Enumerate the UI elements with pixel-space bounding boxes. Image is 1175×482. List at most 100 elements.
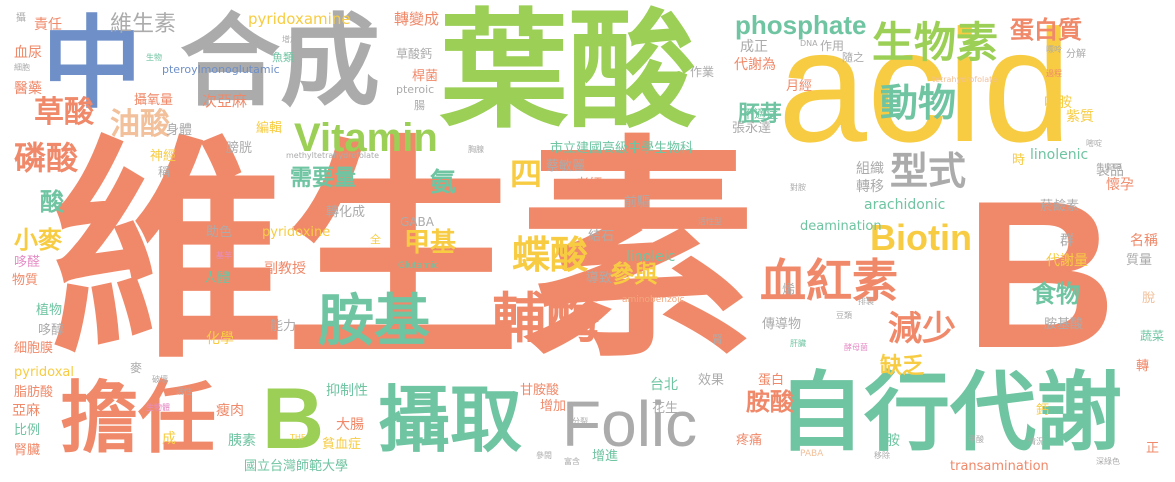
word: 轉變成 bbox=[394, 10, 440, 28]
word: 群 bbox=[1060, 233, 1074, 249]
word: deamination bbox=[800, 219, 882, 234]
word: arachidonic bbox=[864, 197, 946, 213]
word: 生物 bbox=[146, 53, 162, 62]
word: 基羊 bbox=[216, 251, 232, 260]
word: 物質 bbox=[12, 273, 39, 288]
word: 製品 bbox=[1096, 163, 1124, 179]
word: aminobenzoic bbox=[622, 295, 685, 305]
word: 富含 bbox=[564, 457, 580, 466]
word: 型式 bbox=[890, 149, 967, 193]
word: 血紅素 bbox=[760, 254, 898, 308]
word: 哆醇 bbox=[38, 323, 65, 338]
word: 正 bbox=[1146, 441, 1160, 456]
word: transamination bbox=[950, 459, 1049, 474]
word: 腎臟 bbox=[14, 443, 41, 458]
word: 化學 bbox=[206, 331, 234, 347]
word: 蛋白質 bbox=[1010, 16, 1082, 44]
word: 生物素 bbox=[872, 18, 999, 67]
word: 身體 bbox=[166, 123, 193, 138]
word: 中 bbox=[42, 5, 142, 122]
word: 參與 bbox=[610, 260, 658, 288]
word: 食物 bbox=[1032, 280, 1080, 308]
word: Glutamic bbox=[398, 261, 439, 271]
word: 酵母菌 bbox=[844, 343, 868, 352]
word: 市立建國高級中學生物科 bbox=[550, 141, 694, 156]
word: 鈣 bbox=[1036, 403, 1050, 418]
word: 腸 bbox=[414, 99, 425, 112]
word: Vitamin bbox=[294, 116, 438, 160]
word: 國立台灣師範大學 bbox=[244, 459, 349, 474]
word: 腎 bbox=[712, 333, 723, 346]
word: 大腸 bbox=[336, 417, 364, 433]
word: 名稱 bbox=[1130, 233, 1158, 249]
word: 胺基 bbox=[318, 289, 430, 354]
word: 比例 bbox=[14, 423, 41, 438]
word: 葉酸 bbox=[440, 0, 697, 146]
word: 攝 bbox=[16, 13, 26, 24]
word: 破壞 bbox=[152, 375, 168, 384]
word: 單麩胺酸 bbox=[674, 183, 723, 197]
word: 酸 bbox=[40, 188, 64, 216]
word: 排製 bbox=[858, 297, 874, 306]
word: 維生素 bbox=[50, 117, 755, 390]
word: 副教授 bbox=[264, 261, 306, 277]
word: tetrahydrofolate bbox=[932, 75, 998, 84]
word: 代謝量 bbox=[1046, 253, 1088, 269]
word: 膀胱 bbox=[226, 141, 253, 156]
word: 烯 bbox=[782, 283, 796, 298]
word: 作用 bbox=[820, 39, 845, 53]
word: 編輯 bbox=[256, 121, 283, 136]
word: PABA bbox=[800, 449, 824, 459]
word: 轉 bbox=[1136, 359, 1150, 374]
word: 組織 bbox=[856, 161, 884, 177]
word: 攝氧量 bbox=[134, 93, 174, 108]
word: 肝臟 bbox=[790, 339, 806, 348]
word: 增加 bbox=[282, 35, 298, 44]
word: 維生素 bbox=[110, 12, 177, 37]
word: 紫質 bbox=[1066, 109, 1094, 125]
word: pyridoxal bbox=[14, 365, 74, 380]
word: 蔡敏麗 bbox=[546, 159, 586, 174]
word: 胺 bbox=[886, 433, 900, 449]
word: 生物體 bbox=[146, 403, 170, 412]
word: 豆類 bbox=[836, 311, 852, 320]
word: 蝶酸 bbox=[512, 233, 589, 277]
word: 移除 bbox=[874, 451, 890, 460]
word: Folic bbox=[562, 388, 698, 460]
word: pteroic bbox=[396, 83, 435, 96]
word: 質量 bbox=[1126, 253, 1153, 268]
word: 深綠色 bbox=[1096, 457, 1120, 466]
word: 甲酸 bbox=[968, 435, 984, 444]
word: 魚類 bbox=[272, 51, 294, 64]
word: 生命科學系 bbox=[612, 215, 682, 231]
word: 過程 bbox=[1046, 69, 1062, 78]
word: 活性型 bbox=[698, 217, 722, 226]
word: 稱 bbox=[158, 165, 171, 179]
word: 脂肪酸 bbox=[14, 385, 54, 400]
word: 全 bbox=[370, 233, 381, 246]
word: pyridoxine bbox=[262, 225, 331, 240]
word: 嘧啶 bbox=[1086, 139, 1102, 148]
word: phosphate bbox=[735, 10, 867, 40]
word: 代謝為 bbox=[734, 57, 776, 73]
word: 嘌呤 bbox=[1046, 45, 1062, 54]
word: 胰素 bbox=[228, 433, 256, 449]
word: 甲基 bbox=[404, 228, 457, 258]
word: 胸腺 bbox=[468, 145, 484, 154]
word: 亞麻 bbox=[12, 403, 40, 419]
word: 人體 bbox=[204, 271, 231, 286]
word: 攝取 bbox=[378, 378, 523, 462]
word: 轉移 bbox=[856, 179, 884, 195]
word: DNA bbox=[800, 39, 818, 48]
word: 哆醛 bbox=[14, 255, 41, 270]
word: 擔任 bbox=[60, 374, 217, 464]
word: 抑制性 bbox=[326, 383, 368, 399]
word: THF bbox=[290, 433, 306, 442]
word: 神經 bbox=[150, 149, 177, 164]
word: pteroylmonoglutamic bbox=[162, 63, 280, 76]
word: 月經 bbox=[786, 79, 813, 94]
word: 情況 bbox=[1028, 437, 1044, 446]
word: 細胞 bbox=[14, 63, 30, 72]
word: linoleic bbox=[626, 249, 676, 265]
word: 成正 bbox=[740, 39, 768, 55]
